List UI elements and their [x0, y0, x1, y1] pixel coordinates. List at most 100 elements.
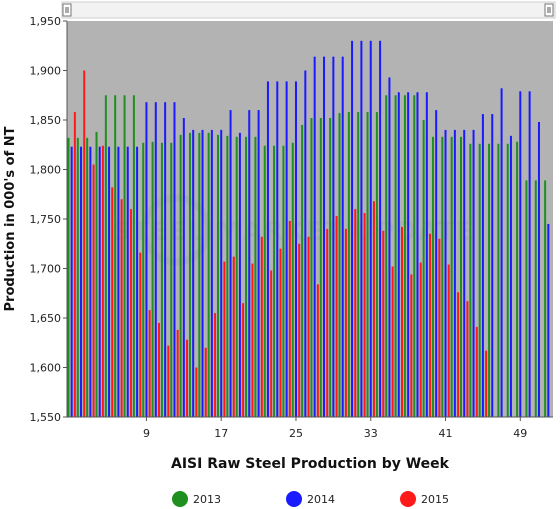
bar-2014-week-38[interactable] [416, 92, 419, 417]
scrollbar-right-handle[interactable] [544, 3, 554, 17]
bar-2014-week-45[interactable] [481, 114, 484, 417]
bar-2015-week-15[interactable] [204, 347, 207, 417]
bar-2014-week-22[interactable] [266, 81, 269, 417]
bar-2013-week-7[interactable] [123, 95, 126, 417]
bar-2015-week-25[interactable] [298, 243, 301, 417]
bar-2013-week-3[interactable] [86, 137, 89, 417]
bar-2013-week-25[interactable] [291, 142, 294, 417]
bar-2013-week-51[interactable] [534, 180, 537, 417]
top-scrollbar-track[interactable] [61, 1, 556, 19]
bar-2013-week-16[interactable] [207, 132, 210, 417]
bar-2014-week-33[interactable] [369, 40, 372, 418]
bar-2013-week-48[interactable] [506, 143, 509, 417]
bar-2013-week-35[interactable] [385, 95, 388, 417]
bar-2014-week-28[interactable] [323, 56, 326, 417]
bar-2013-week-18[interactable] [226, 135, 229, 417]
bar-2015-week-31[interactable] [354, 209, 357, 417]
bar-2015-week-13[interactable] [186, 339, 189, 417]
bar-2013-week-32[interactable] [357, 112, 360, 417]
bar-2015-week-1[interactable] [73, 112, 76, 417]
bar-2013-week-45[interactable] [478, 143, 481, 417]
bar-2013-week-9[interactable] [142, 142, 145, 417]
bar-2013-week-10[interactable] [151, 141, 154, 417]
bar-2013-week-26[interactable] [301, 124, 304, 417]
bar-2015-week-38[interactable] [419, 262, 422, 417]
bar-2015-week-43[interactable] [466, 301, 469, 417]
bar-2015-week-28[interactable] [326, 228, 329, 417]
bar-2013-week-33[interactable] [366, 112, 369, 417]
bar-2015-week-8[interactable] [139, 252, 142, 417]
bar-2013-week-52[interactable] [544, 180, 547, 417]
bar-2013-week-6[interactable] [114, 95, 117, 417]
bar-2015-week-18[interactable] [232, 256, 235, 417]
bar-2015-week-17[interactable] [223, 261, 226, 417]
bar-2014-week-42[interactable] [453, 129, 456, 417]
bar-2013-week-29[interactable] [329, 118, 332, 418]
bar-2014-week-52[interactable] [547, 223, 550, 417]
bar-2014-week-13[interactable] [182, 118, 185, 418]
bar-2014-week-21[interactable] [257, 110, 260, 417]
bar-2014-week-35[interactable] [388, 77, 391, 418]
bar-2013-week-37[interactable] [403, 95, 406, 417]
bar-2014-week-36[interactable] [397, 92, 400, 417]
bar-2014-week-23[interactable] [276, 81, 279, 417]
bar-2014-week-25[interactable] [294, 81, 297, 417]
bar-2015-week-36[interactable] [400, 226, 403, 417]
bar-2013-week-1[interactable] [67, 137, 70, 417]
bar-2013-week-38[interactable] [413, 95, 416, 417]
legend-item-2015[interactable]: 2015 [400, 491, 449, 507]
bar-2015-week-20[interactable] [251, 263, 254, 417]
bar-2014-week-4[interactable] [98, 146, 101, 418]
bar-2015-week-14[interactable] [195, 367, 198, 418]
bar-2014-week-24[interactable] [285, 81, 288, 417]
bar-2014-week-11[interactable] [164, 102, 167, 418]
bar-2015-week-34[interactable] [382, 230, 385, 417]
bar-2013-week-11[interactable] [160, 142, 163, 417]
bar-2013-week-5[interactable] [104, 95, 107, 417]
bar-2014-week-26[interactable] [304, 70, 307, 418]
bar-2014-week-51[interactable] [537, 121, 540, 417]
bar-2013-week-47[interactable] [497, 143, 500, 417]
bar-2015-week-35[interactable] [391, 266, 394, 417]
bar-2015-week-3[interactable] [92, 164, 95, 417]
bar-2013-week-42[interactable] [450, 136, 453, 417]
bar-2015-week-23[interactable] [279, 248, 282, 417]
bar-2013-week-23[interactable] [273, 145, 276, 418]
bar-2013-week-41[interactable] [441, 136, 444, 417]
bar-2015-week-30[interactable] [344, 228, 347, 417]
bar-2015-week-37[interactable] [410, 274, 413, 417]
bar-2013-week-4[interactable] [95, 131, 98, 417]
bar-2014-week-3[interactable] [89, 146, 92, 418]
bar-2015-week-21[interactable] [260, 236, 263, 417]
bar-2014-week-12[interactable] [173, 102, 176, 418]
bar-2014-week-37[interactable] [407, 92, 410, 417]
bar-2014-week-39[interactable] [425, 92, 428, 417]
bar-2013-week-17[interactable] [217, 134, 220, 417]
bar-2015-week-22[interactable] [270, 270, 273, 417]
bar-2014-week-27[interactable] [313, 56, 316, 417]
bar-2014-week-10[interactable] [154, 102, 157, 418]
bar-2014-week-41[interactable] [444, 129, 447, 417]
bar-2013-week-31[interactable] [347, 112, 350, 417]
bar-2015-week-32[interactable] [363, 213, 366, 417]
bar-2013-week-30[interactable] [338, 113, 341, 417]
bar-2015-week-33[interactable] [372, 201, 375, 417]
bar-2013-week-49[interactable] [516, 141, 519, 417]
bar-2015-week-7[interactable] [129, 209, 132, 417]
bar-2014-week-17[interactable] [220, 129, 223, 417]
bar-2013-week-46[interactable] [488, 143, 491, 417]
bar-2014-week-6[interactable] [117, 146, 120, 418]
bar-2013-week-13[interactable] [179, 134, 182, 417]
bar-2013-week-39[interactable] [422, 120, 425, 417]
bar-2014-week-34[interactable] [379, 40, 382, 418]
bar-2014-week-2[interactable] [80, 146, 83, 418]
bar-2013-week-24[interactable] [282, 145, 285, 418]
bar-2013-week-43[interactable] [460, 136, 463, 417]
bar-2014-week-1[interactable] [70, 146, 73, 418]
bar-2014-week-50[interactable] [528, 91, 531, 417]
bar-2014-week-30[interactable] [341, 56, 344, 417]
bar-2013-week-28[interactable] [319, 118, 322, 418]
bar-2014-week-19[interactable] [238, 132, 241, 417]
bar-2013-week-19[interactable] [235, 136, 238, 417]
bar-2013-week-36[interactable] [394, 95, 397, 417]
